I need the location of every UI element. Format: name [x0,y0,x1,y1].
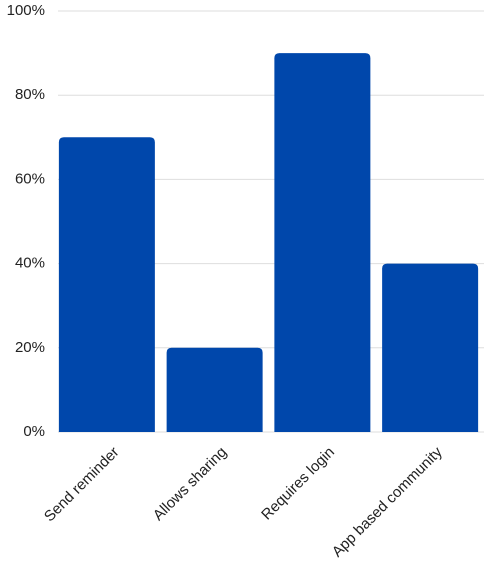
x-tick-label: Send reminder [41,444,123,526]
y-tick-label: 20% [15,339,45,356]
y-tick-label: 40% [15,255,45,272]
bar [166,347,263,432]
x-tick-label: Allows sharing [150,444,230,524]
y-tick-label: 0% [23,423,45,440]
y-tick-label: 80% [15,86,45,103]
y-tick-label: 60% [15,170,45,187]
x-tick-label: Requires login [258,444,338,524]
y-tick-label: 100% [7,2,45,19]
bar [382,263,479,432]
bar [274,53,371,432]
bar [58,137,155,433]
x-tick-label: App based community [329,443,446,560]
